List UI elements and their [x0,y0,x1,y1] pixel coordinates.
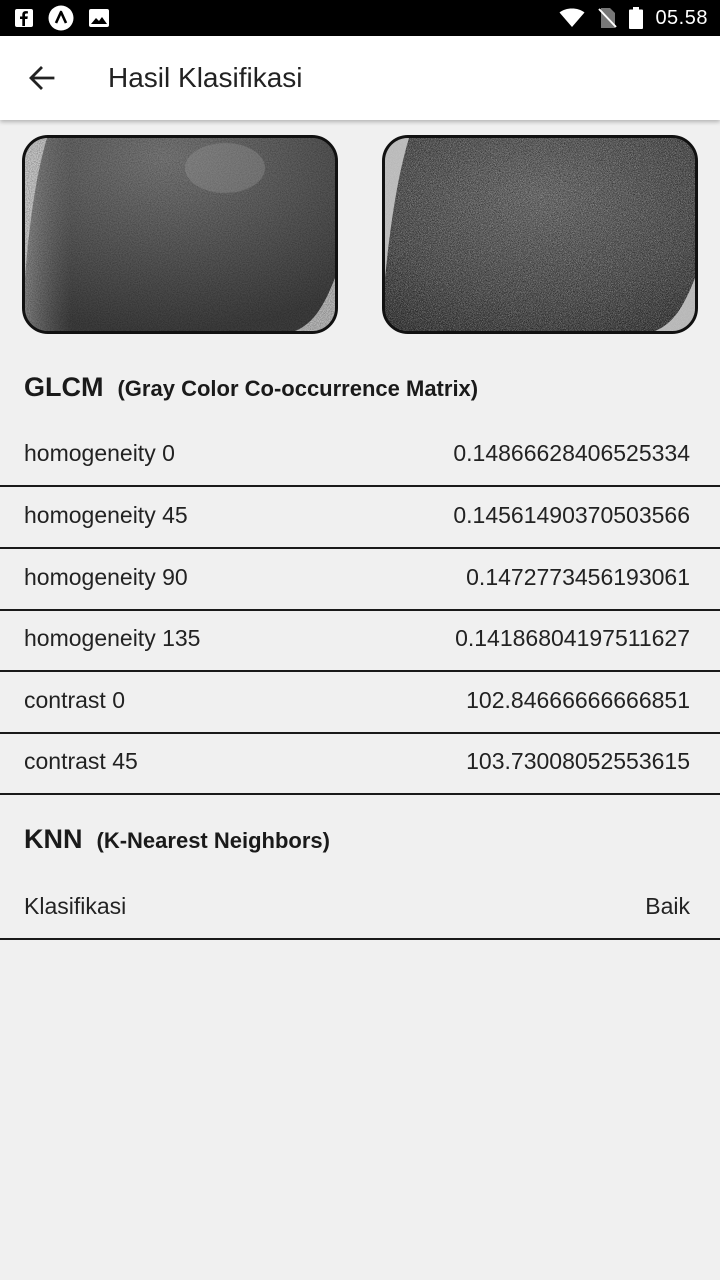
table-row: homogeneity 90 0.1472773456193061 [0,549,720,611]
status-bar-left [14,5,110,31]
wifi-icon [559,8,585,28]
row-value: 0.1472773456193061 [466,564,690,590]
processed-texture-image [382,135,698,334]
status-bar: 05.58 [0,0,720,36]
no-sim-icon [597,7,618,29]
glcm-title: GLCM [24,372,104,402]
row-value: 102.84666666666851 [466,687,690,713]
arrow-left-icon [28,64,56,92]
app-a-icon [48,5,74,31]
table-row: contrast 0 102.84666666666851 [0,672,720,734]
glcm-heading: GLCM (Gray Color Co-occurrence Matrix) [24,372,478,403]
status-time: 05.58 [655,6,708,29]
table-row: homogeneity 45 0.14561490370503566 [0,487,720,549]
row-value: 0.14186804197511627 [455,625,690,651]
facebook-icon [14,8,34,28]
row-value: 0.14866628406525334 [453,440,690,466]
classification-value: Baik [645,893,690,919]
glcm-subtitle: (Gray Color Co-occurrence Matrix) [117,376,479,401]
row-label: contrast 0 [24,687,125,713]
row-label: homogeneity 90 [24,564,188,590]
row-label: homogeneity 45 [24,502,188,528]
original-grayscale-image [22,135,338,334]
knn-heading: KNN (K-Nearest Neighbors) [24,824,330,855]
image-icon [88,8,110,28]
battery-icon [629,7,644,29]
row-value: 103.73008052553615 [466,748,690,774]
knn-title: KNN [24,824,83,854]
row-value: 0.14561490370503566 [453,502,690,528]
app-bar: Hasil Klasifikasi [0,36,720,120]
table-row: homogeneity 0 0.14866628406525334 [0,425,720,487]
status-bar-right: 05.58 [559,5,708,31]
row-label: contrast 45 [24,748,138,774]
table-row: contrast 45 103.73008052553615 [0,733,720,795]
row-label: homogeneity 0 [24,440,175,466]
page-title: Hasil Klasifikasi [108,62,303,93]
classification-label: Klasifikasi [24,893,127,919]
back-button[interactable] [20,56,64,100]
table-row: homogeneity 135 0.14186804197511627 [0,610,720,672]
classification-row: Klasifikasi Baik [0,878,720,940]
row-label: homogeneity 135 [24,625,201,651]
knn-subtitle: (K-Nearest Neighbors) [96,828,330,853]
